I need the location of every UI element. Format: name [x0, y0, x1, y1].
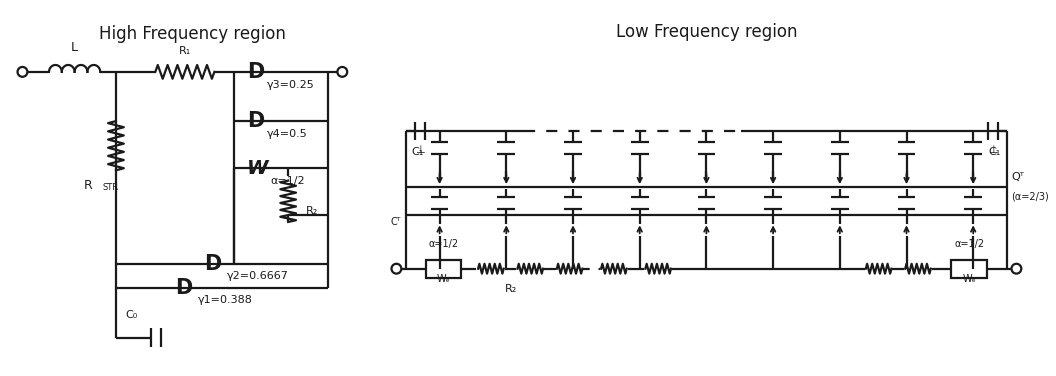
- Text: W: W: [247, 159, 268, 178]
- Text: ⊥: ⊥: [988, 145, 998, 155]
- Text: C₁: C₁: [411, 147, 423, 157]
- Text: R₂: R₂: [505, 284, 516, 294]
- Text: (α=2/3): (α=2/3): [1012, 192, 1050, 202]
- Text: α=1/2: α=1/2: [429, 239, 458, 249]
- Text: Low Frequency region: Low Frequency region: [616, 23, 797, 41]
- Text: γ4=0.5: γ4=0.5: [266, 129, 307, 139]
- Text: Wₑ: Wₑ: [437, 274, 451, 284]
- Text: STR: STR: [102, 183, 118, 193]
- Bar: [951, 260, 987, 277]
- Text: α=1/2: α=1/2: [955, 239, 984, 249]
- Text: R₁: R₁: [178, 46, 191, 56]
- Text: γ3=0.25: γ3=0.25: [266, 80, 315, 90]
- Text: γ2=0.6667: γ2=0.6667: [227, 271, 289, 280]
- Text: D: D: [247, 62, 264, 82]
- Text: α=1/2: α=1/2: [270, 176, 305, 186]
- Text: L: L: [71, 41, 78, 54]
- Text: D: D: [247, 111, 264, 131]
- Text: C₀: C₀: [126, 310, 138, 320]
- Text: C₁: C₁: [988, 147, 1001, 157]
- Text: Qᵀ: Qᵀ: [1012, 172, 1024, 182]
- Text: ⊥: ⊥: [415, 145, 425, 155]
- Text: D: D: [205, 254, 222, 274]
- Text: High Frequency region: High Frequency region: [99, 25, 286, 42]
- Text: Cᵀ: Cᵀ: [391, 217, 401, 226]
- Text: Wₑ: Wₑ: [962, 274, 976, 284]
- Text: D: D: [175, 278, 192, 299]
- Text: R: R: [84, 179, 93, 191]
- Bar: [426, 260, 461, 277]
- Text: R₂: R₂: [306, 206, 318, 216]
- Text: γ1=0.388: γ1=0.388: [197, 295, 252, 305]
